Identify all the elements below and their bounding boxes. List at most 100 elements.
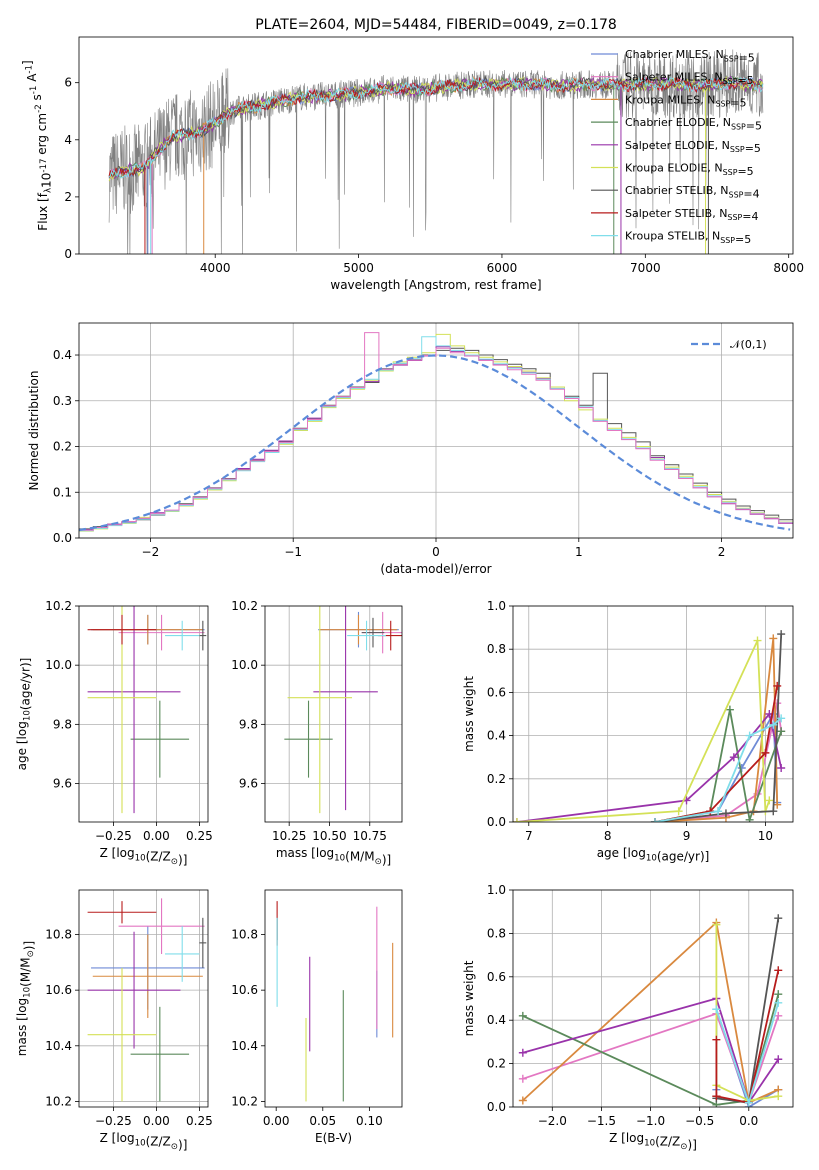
y-tick-label: 0.8 [487,642,506,656]
x-tick-label: 7000 [630,261,661,275]
mass-weight-marker [769,807,778,816]
mass-weight-marker [712,920,721,929]
mass-weight-marker [777,727,786,736]
y-tick-label: 10.8 [45,928,72,942]
x-axis-label: wavelength [Angstrom, rest frame] [330,278,541,292]
y-tick-label: 2 [64,190,72,204]
mass-weight-marker [745,731,754,740]
mass-weight-marker [518,1011,527,1020]
y-axis-label: Flux [fλ10-17 erg cm-2 s-1 A-1] [20,60,53,230]
mass-weight-marker [712,1092,721,1101]
mass-weight-marker [777,764,786,772]
y-tick-label: 10.2 [45,1094,72,1108]
x-tick-label: 0.00 [143,829,170,843]
x-tick-label: −1 [284,545,302,559]
y-tick-label: 0 [64,247,72,261]
legend-label: 𝒩(0,1) [730,338,767,351]
legend-label: Salpeter MILES, NSSP=5 [625,71,754,87]
y-tick-label: 10.4 [231,1039,258,1053]
mass-weight-marker [712,1005,721,1014]
axes-frame [78,322,794,539]
mass-weight-line [715,1002,780,1106]
legend-label: Salpeter STELIB, NSSP=4 [625,207,758,223]
observed-spectrum-line [108,49,764,254]
x-tick-label: 7 [525,829,533,843]
y-tick-label: 0.0 [487,1100,506,1114]
mass-weight-line [715,970,780,1104]
legend-label: Kroupa ELODIE, NSSP=5 [625,162,754,178]
mass-weight-marker [774,1011,783,1020]
y-tick-label: 10.0 [231,658,258,672]
mass-weight-marker [774,1092,783,1101]
y-tick-label: 10.2 [231,599,258,613]
y-axis-label: mass weight [462,676,476,752]
y-tick-label: 0.2 [53,440,72,454]
x-tick-label: 8000 [773,261,804,275]
y-tick-label: 10.4 [45,1039,72,1053]
y-tick-label: 0.6 [487,685,506,699]
plot-area [87,606,207,814]
mass-weight-marker [650,818,659,822]
y-tick-label: 0.2 [487,772,506,786]
mass-weight-line [522,993,780,1106]
y-tick-label: 0.0 [487,815,506,829]
mass-weight-marker [774,990,783,999]
mass-weight-marker [714,807,723,816]
x-axis-label: mass [log10(M/M⊙)] [276,846,391,867]
age-vs-mass-panel: 10.25 10.50 10.75 9.6 9.8 10.0 10.2 mass [log10… [231,599,403,867]
mass-weight-marker [769,720,778,729]
x-tick-label: 6000 [487,261,518,275]
mass-weight-line [715,924,779,1102]
y-axis-label: mass [log10(M/M⊙)] [15,941,36,1056]
residual-histogram-step [79,336,793,532]
mass-weight-marker [518,1048,527,1057]
y-tick-label: 0.4 [487,729,506,743]
x-tick-label: 0.05 [309,1114,336,1128]
y-tick-label: 0.4 [53,348,72,362]
mass-weight-marker [774,914,783,923]
x-tick-label: −0.5 [685,1114,714,1128]
y-tick-label: 4 [64,133,72,147]
x-tick-label: 10.25 [272,829,306,843]
y-tick-label: 10.2 [45,599,72,613]
y-tick-label: 0.3 [53,394,72,408]
y-tick-label: 0.1 [53,485,72,499]
plot-area [108,49,764,254]
y-tick-label: 10.8 [231,928,258,942]
age-vs-metallicity-panel: −0.25 0.00 0.25 9.6 9.8 10.0 10.2 Z [log10(Z/Z⊙… [15,599,213,867]
mass-weight-line [522,920,779,1104]
legend-label: Chabrier MILES, NSSP=5 [625,48,755,64]
x-tick-label: 2 [718,545,726,559]
mass-weight-marker [774,998,783,1007]
mass-weight-marker [777,714,786,723]
y-tick-label: 10.2 [231,1094,258,1108]
axes-frame [78,36,794,255]
mass-weight-marker [712,1035,721,1044]
x-tick-label: 0 [432,545,440,559]
model-spectrum-line [108,76,764,177]
mass-vs-metallicity-panel: −0.25 0.00 0.25 10.2 10.4 10.6 10.8 Z [log10(Z/… [15,889,213,1152]
y-axis-label: age [log10(age/yr)] [15,658,33,771]
x-tick-label: 5000 [343,261,374,275]
y-tick-label: 9.8 [53,717,72,731]
y-tick-label: 0.2 [487,1057,506,1071]
y-tick-label: 0.6 [487,970,506,984]
axes-frame [78,889,209,1108]
x-axis-label: Z [log10(Z/Z⊙)] [609,1131,697,1152]
x-tick-label: 0.00 [263,1114,290,1128]
mass-weight-marker [725,705,734,714]
plot-area [276,901,394,1102]
mass-weight-marker [674,807,683,816]
residual-histogram-step [79,332,793,531]
mass-weight-marker [744,1098,753,1107]
mass-weight-marker [769,634,778,643]
y-tick-label: 10.6 [45,983,72,997]
x-tick-label: 10.75 [353,829,387,843]
mass-weight-marker [513,818,521,822]
plot-area [87,898,207,1102]
mass-weight-marker [753,636,762,645]
plot-area [518,914,783,1107]
axes-frame [264,889,403,1108]
axes-frame [512,605,794,823]
y-tick-label: 10.6 [231,983,258,997]
